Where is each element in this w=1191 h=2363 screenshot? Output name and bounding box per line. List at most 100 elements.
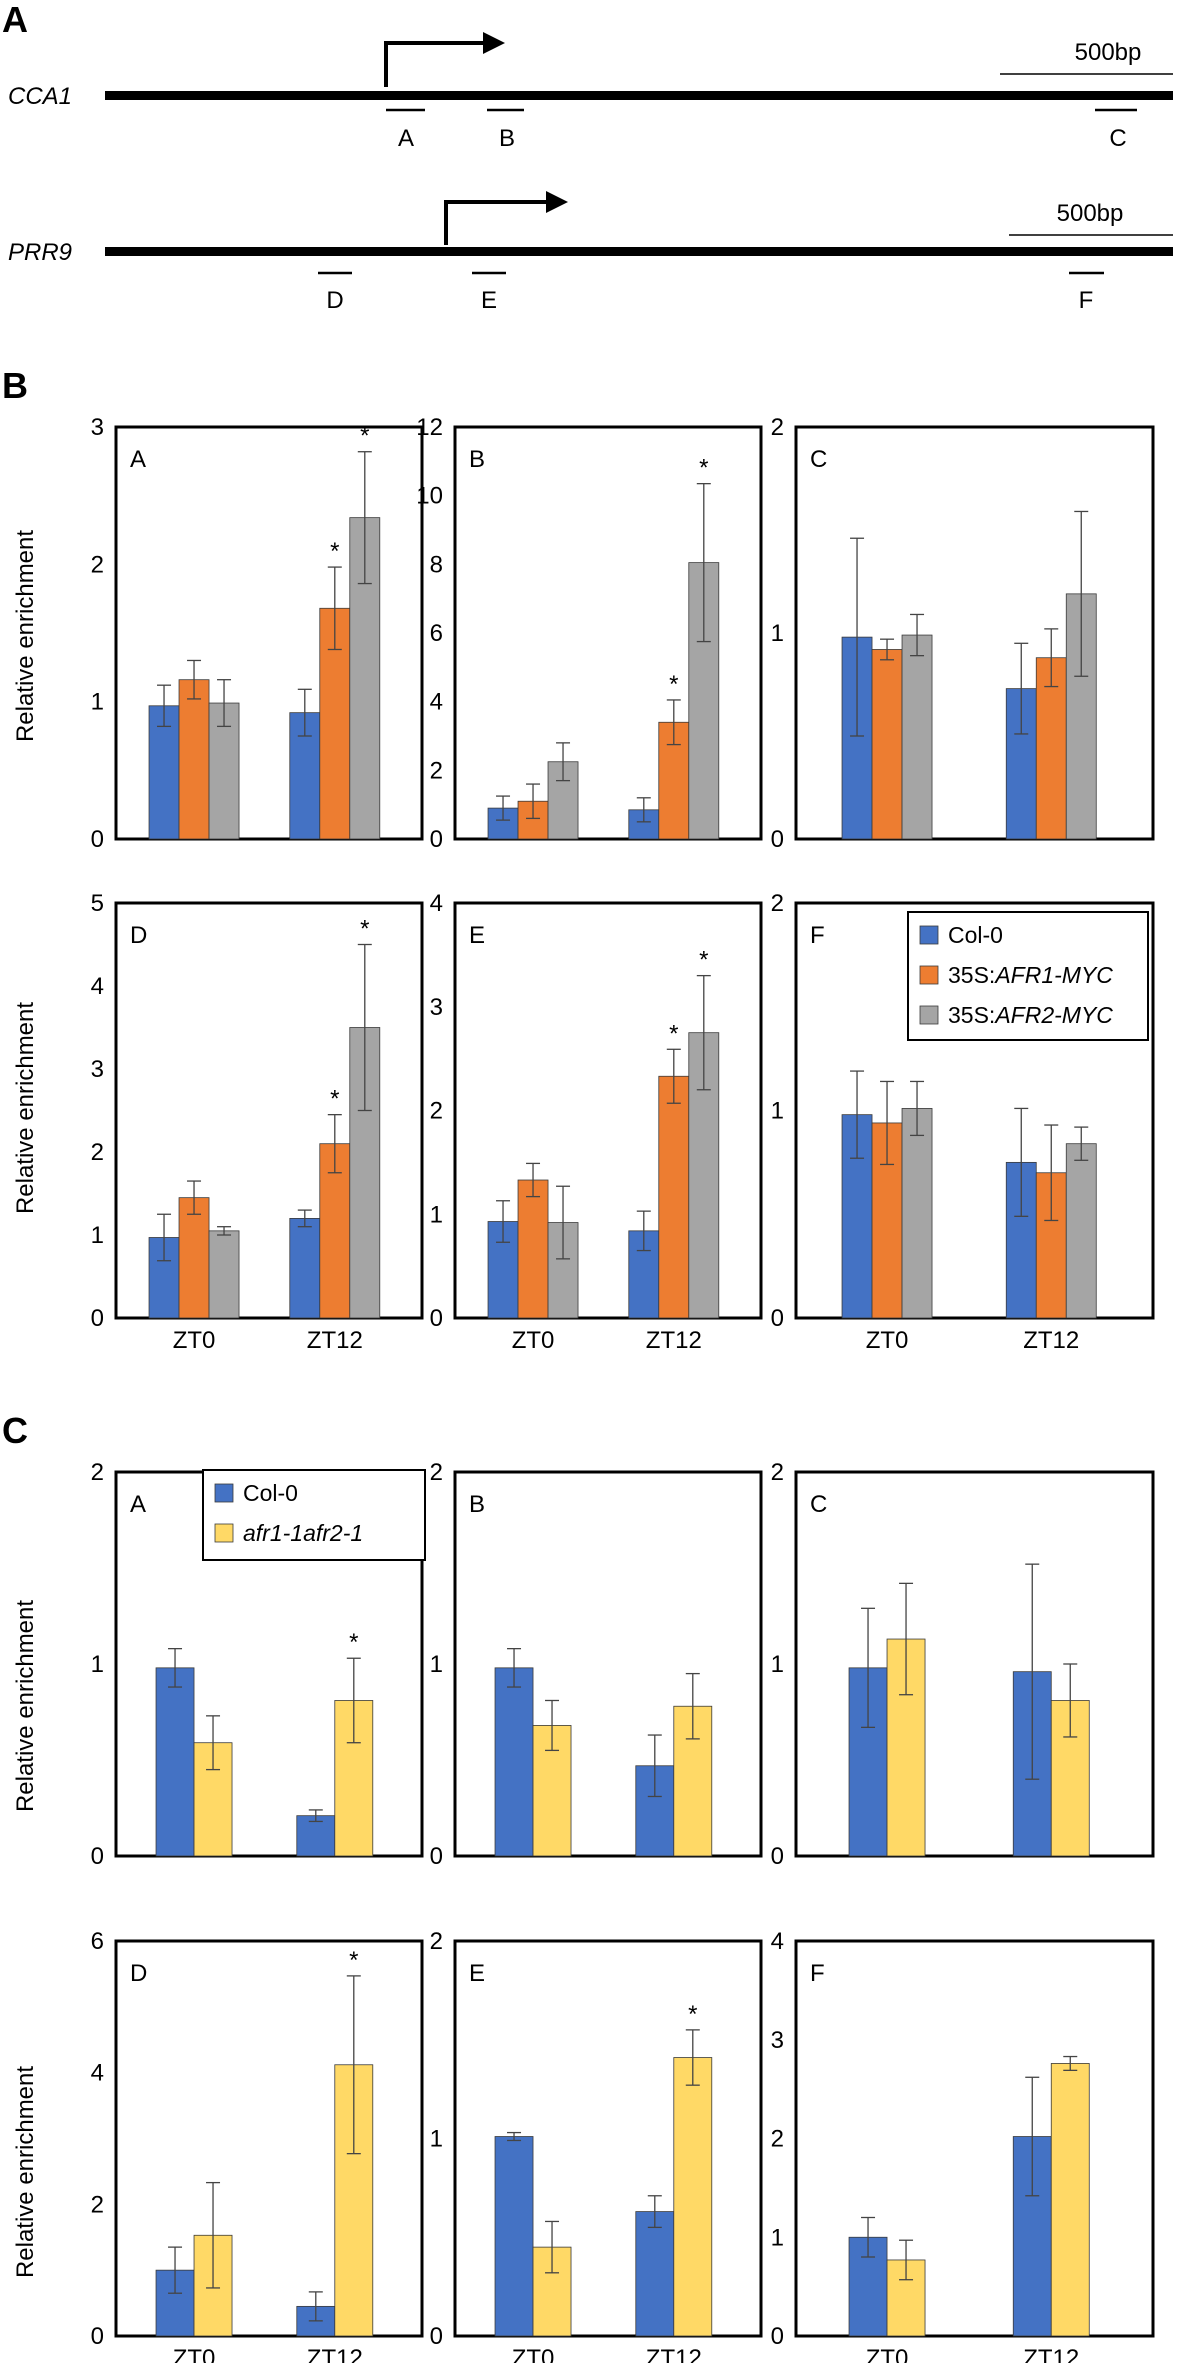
bar bbox=[208, 1230, 240, 1319]
y-tick-label: 2 bbox=[771, 890, 784, 917]
region-label: C bbox=[810, 1491, 827, 1518]
y-tick-label: 3 bbox=[430, 994, 443, 1021]
gene-map-cca1: CCA1 500bp A B C bbox=[8, 32, 1173, 152]
bar bbox=[208, 702, 240, 840]
legend-label: 35S:AFR2-MYC bbox=[948, 1002, 1113, 1028]
y-tick-label: 1 bbox=[771, 620, 784, 647]
y-tick-label: 0 bbox=[430, 2323, 443, 2350]
panel-label-a: A bbox=[2, 0, 28, 40]
y-tick-label: 3 bbox=[771, 2027, 784, 2054]
significance-star: * bbox=[669, 1020, 678, 1047]
y-tick-label: 0 bbox=[430, 1305, 443, 1332]
chart-c-f: 0 1 2 3 4F ZT0 ZT12 bbox=[771, 1928, 1155, 2363]
chart-b-b: 0 2 4 6 8 10 12 B * * bbox=[416, 414, 763, 853]
region-label: B bbox=[469, 1491, 485, 1518]
x-tick-label: ZT0 bbox=[173, 1327, 216, 1354]
bar bbox=[886, 2259, 926, 2337]
legend-swatch bbox=[919, 925, 939, 945]
significance-star: * bbox=[669, 671, 678, 698]
y-tick-label: 0 bbox=[430, 1843, 443, 1870]
legend-label-prefix: 35S: bbox=[948, 962, 995, 988]
legend-b: Col-0 35S:AFR1-MYC 35S:AFR2-MYC bbox=[907, 911, 1149, 1041]
y-tick-label: 1 bbox=[430, 1201, 443, 1228]
bar bbox=[901, 1108, 933, 1319]
region-label: E bbox=[469, 922, 485, 949]
y-tick-label: 1 bbox=[771, 1098, 784, 1125]
region-label: B bbox=[469, 446, 485, 473]
y-axis-title-c-row1: Relative enrichment bbox=[12, 1600, 39, 1812]
region-label: C bbox=[810, 446, 827, 473]
chart-c-d: 0 2 4 6D * ZT0 ZT12 bbox=[91, 1928, 424, 2363]
y-tick-label: 2 bbox=[91, 551, 104, 578]
y-tick-label: 2 bbox=[91, 2191, 104, 2218]
region-label: F bbox=[810, 922, 825, 949]
y-tick-label: 2 bbox=[430, 1098, 443, 1125]
bar bbox=[871, 649, 903, 840]
y-tick-label: 4 bbox=[430, 890, 443, 917]
y-tick-label: 2 bbox=[771, 414, 784, 441]
bar bbox=[296, 1815, 336, 1857]
tss-arrow-prr9 bbox=[444, 200, 553, 245]
y-tick-label: 1 bbox=[430, 2126, 443, 2153]
x-tick-label: ZT12 bbox=[1023, 1327, 1079, 1354]
y-tick-label: 0 bbox=[91, 1305, 104, 1332]
tss-arrow-cca1 bbox=[384, 41, 490, 87]
x-tick-label: ZT12 bbox=[307, 1327, 363, 1354]
y-tick-label: 0 bbox=[771, 2323, 784, 2350]
y-axis-title-c-row2: Relative enrichment bbox=[12, 2066, 39, 2278]
chart-b-c: 0 1 2C bbox=[771, 414, 1155, 853]
y-tick-label: 0 bbox=[771, 1305, 784, 1332]
y-tick-label: 2 bbox=[91, 1139, 104, 1166]
y-tick-label: 4 bbox=[430, 689, 443, 716]
significance-star: * bbox=[360, 916, 369, 943]
bar bbox=[178, 679, 210, 840]
y-tick-label: 1 bbox=[91, 1651, 104, 1678]
y-tick-label: 2 bbox=[91, 1459, 104, 1486]
y-tick-label: 2 bbox=[430, 1928, 443, 1955]
y-tick-label: 0 bbox=[771, 1843, 784, 1870]
amplicon-label-c: C bbox=[1109, 125, 1126, 152]
bar bbox=[494, 2136, 534, 2337]
region-label: A bbox=[130, 446, 146, 473]
chart-c-b: 0 1 2B bbox=[430, 1459, 763, 1870]
bar bbox=[1050, 2063, 1090, 2337]
legend-swatch bbox=[214, 1523, 234, 1543]
y-tick-label: 4 bbox=[771, 1928, 784, 1955]
bar bbox=[494, 1667, 534, 1857]
bar bbox=[673, 2057, 713, 2337]
bar bbox=[635, 2211, 675, 2337]
scale-label-prr9: 500bp bbox=[1057, 200, 1124, 227]
y-tick-label: 6 bbox=[430, 620, 443, 647]
tss-arrowhead-cca1 bbox=[483, 32, 505, 54]
y-tick-label: 1 bbox=[91, 689, 104, 716]
bar bbox=[1065, 1143, 1097, 1319]
gene-line-prr9 bbox=[105, 247, 1173, 256]
panel-label-b: B bbox=[2, 365, 28, 406]
significance-star: * bbox=[360, 423, 369, 450]
chart-c-e: 0 1 2E * ZT0 ZT12 bbox=[430, 1928, 763, 2363]
y-axis-title-b-row2: Relative enrichment bbox=[12, 1002, 39, 1214]
bar bbox=[1035, 657, 1067, 840]
gene-name-cca1: CCA1 bbox=[8, 83, 72, 110]
x-tick-label: ZT12 bbox=[646, 1327, 702, 1354]
legend-swatch bbox=[919, 965, 939, 985]
y-tick-label: 0 bbox=[430, 826, 443, 853]
x-tick-label: ZT12 bbox=[646, 2345, 702, 2363]
amplicon-label-a: A bbox=[398, 125, 414, 152]
x-tick-label: ZT0 bbox=[866, 2345, 909, 2363]
y-axis-title-b-row1: Relative enrichment bbox=[12, 530, 39, 742]
legend-label: afr1-1afr2-1 bbox=[243, 1520, 363, 1546]
x-tick-label: ZT0 bbox=[173, 2345, 216, 2363]
bar bbox=[178, 1197, 210, 1319]
significance-star: * bbox=[330, 538, 339, 565]
gene-name-prr9: PRR9 bbox=[8, 239, 72, 266]
legend-label: Col-0 bbox=[948, 922, 1003, 948]
legend-label-italic: AFR1-MYC bbox=[993, 962, 1113, 988]
bar bbox=[148, 705, 180, 840]
chart-b-a: 0 1 2 3A * * bbox=[91, 414, 424, 853]
legend-frame bbox=[202, 1469, 426, 1561]
y-tick-label: 10 bbox=[416, 483, 443, 510]
y-tick-label: 2 bbox=[430, 757, 443, 784]
